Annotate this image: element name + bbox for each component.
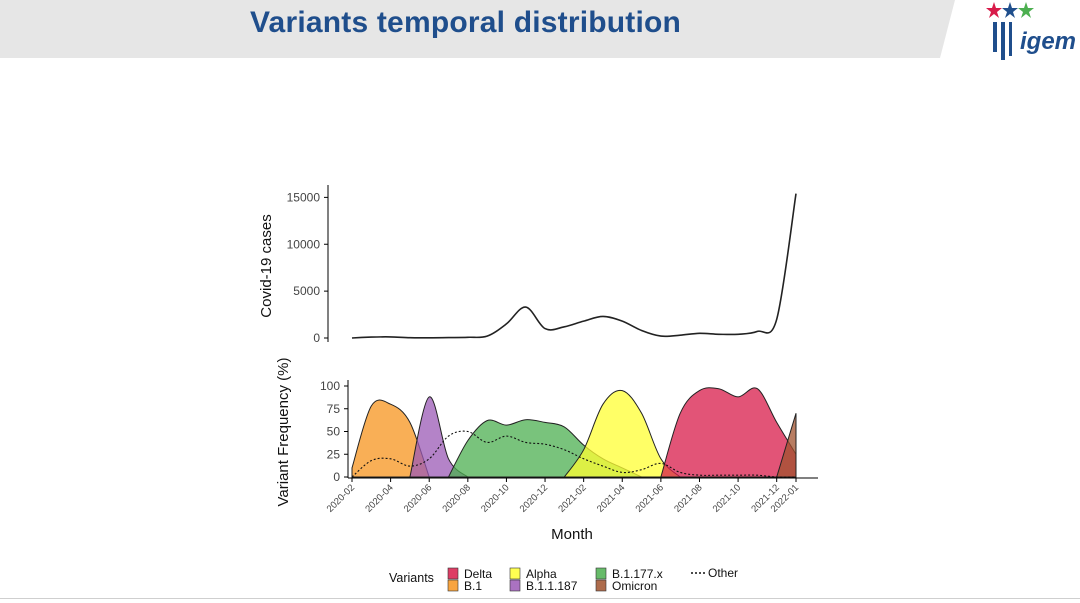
legend-swatch-omicron: [595, 579, 607, 592]
legend-label: B.1.1.187: [526, 579, 578, 593]
x-tick-label: 2020-06: [402, 482, 434, 514]
frequency-ylabel: Variant Frequency (%): [275, 358, 292, 507]
legend-swatch-b-1-1-187: [509, 579, 521, 592]
frequency-ytick-label: 75: [327, 402, 341, 416]
x-tick-label: 2020-04: [363, 482, 395, 514]
footer-rule: [0, 598, 1080, 599]
legend-title: Variants: [389, 571, 434, 585]
x-tick-label: 2020-10: [479, 482, 511, 514]
legend-label: Other: [708, 566, 738, 580]
slide-title: Variants temporal distribution: [250, 6, 682, 39]
legend-label: B.1.177.x: [612, 567, 663, 581]
frequency-ytick-label: 0: [333, 470, 340, 484]
cases-panel: 0 5000 10000 15000 Covid-19 cases: [258, 185, 797, 345]
legend-label: Omicron: [612, 579, 657, 593]
x-tick-label: 2021-04: [595, 482, 627, 514]
title-banner: [0, 0, 955, 58]
x-tick-label: 2020-02: [325, 482, 357, 514]
cases-ylabel: Covid-19 cases: [258, 214, 275, 317]
cases-ytick-label: 5000: [293, 284, 320, 298]
frequency-ytick-label: 50: [327, 425, 341, 439]
area-omicron: [776, 413, 797, 478]
x-tick-label: 2020-08: [441, 482, 473, 514]
line-other: [351, 430, 797, 478]
legend-swatch-b-1: [447, 579, 459, 592]
area-alpha: [563, 389, 682, 478]
frequency-ytick-label: 100: [320, 379, 340, 393]
legend-swatch-b-1-177-x: [595, 567, 607, 580]
cases-ytick-label: 10000: [287, 237, 321, 251]
igem-logo: [986, 2, 1034, 60]
legend-swatch-delta: [447, 567, 459, 580]
x-tick-label: 2021-06: [634, 482, 666, 514]
legend-label: Delta: [464, 567, 492, 581]
frequency-ytick-label: 25: [327, 447, 341, 461]
x-tick-label: 2021-08: [672, 482, 704, 514]
cases-line: [351, 193, 797, 339]
x-tick-label: 2020-12: [518, 482, 550, 514]
cases-ytick-label: 0: [313, 331, 320, 345]
cases-ytick-label: 15000: [287, 190, 321, 204]
x-axis-label: Month: [551, 526, 593, 543]
legend-label: B.1: [464, 579, 482, 593]
x-tick-label: 2021-02: [556, 482, 588, 514]
area-delta: [660, 387, 797, 478]
logo-text: igem: [1020, 28, 1077, 55]
legend-swatch-alpha: [509, 567, 521, 580]
legend-label: Alpha: [526, 567, 557, 581]
variants-chart: 0 5000 10000 15000 Covid-19 cases 0 25 50 75 10…: [258, 185, 818, 593]
x-tick-label: 2021-10: [711, 482, 743, 514]
